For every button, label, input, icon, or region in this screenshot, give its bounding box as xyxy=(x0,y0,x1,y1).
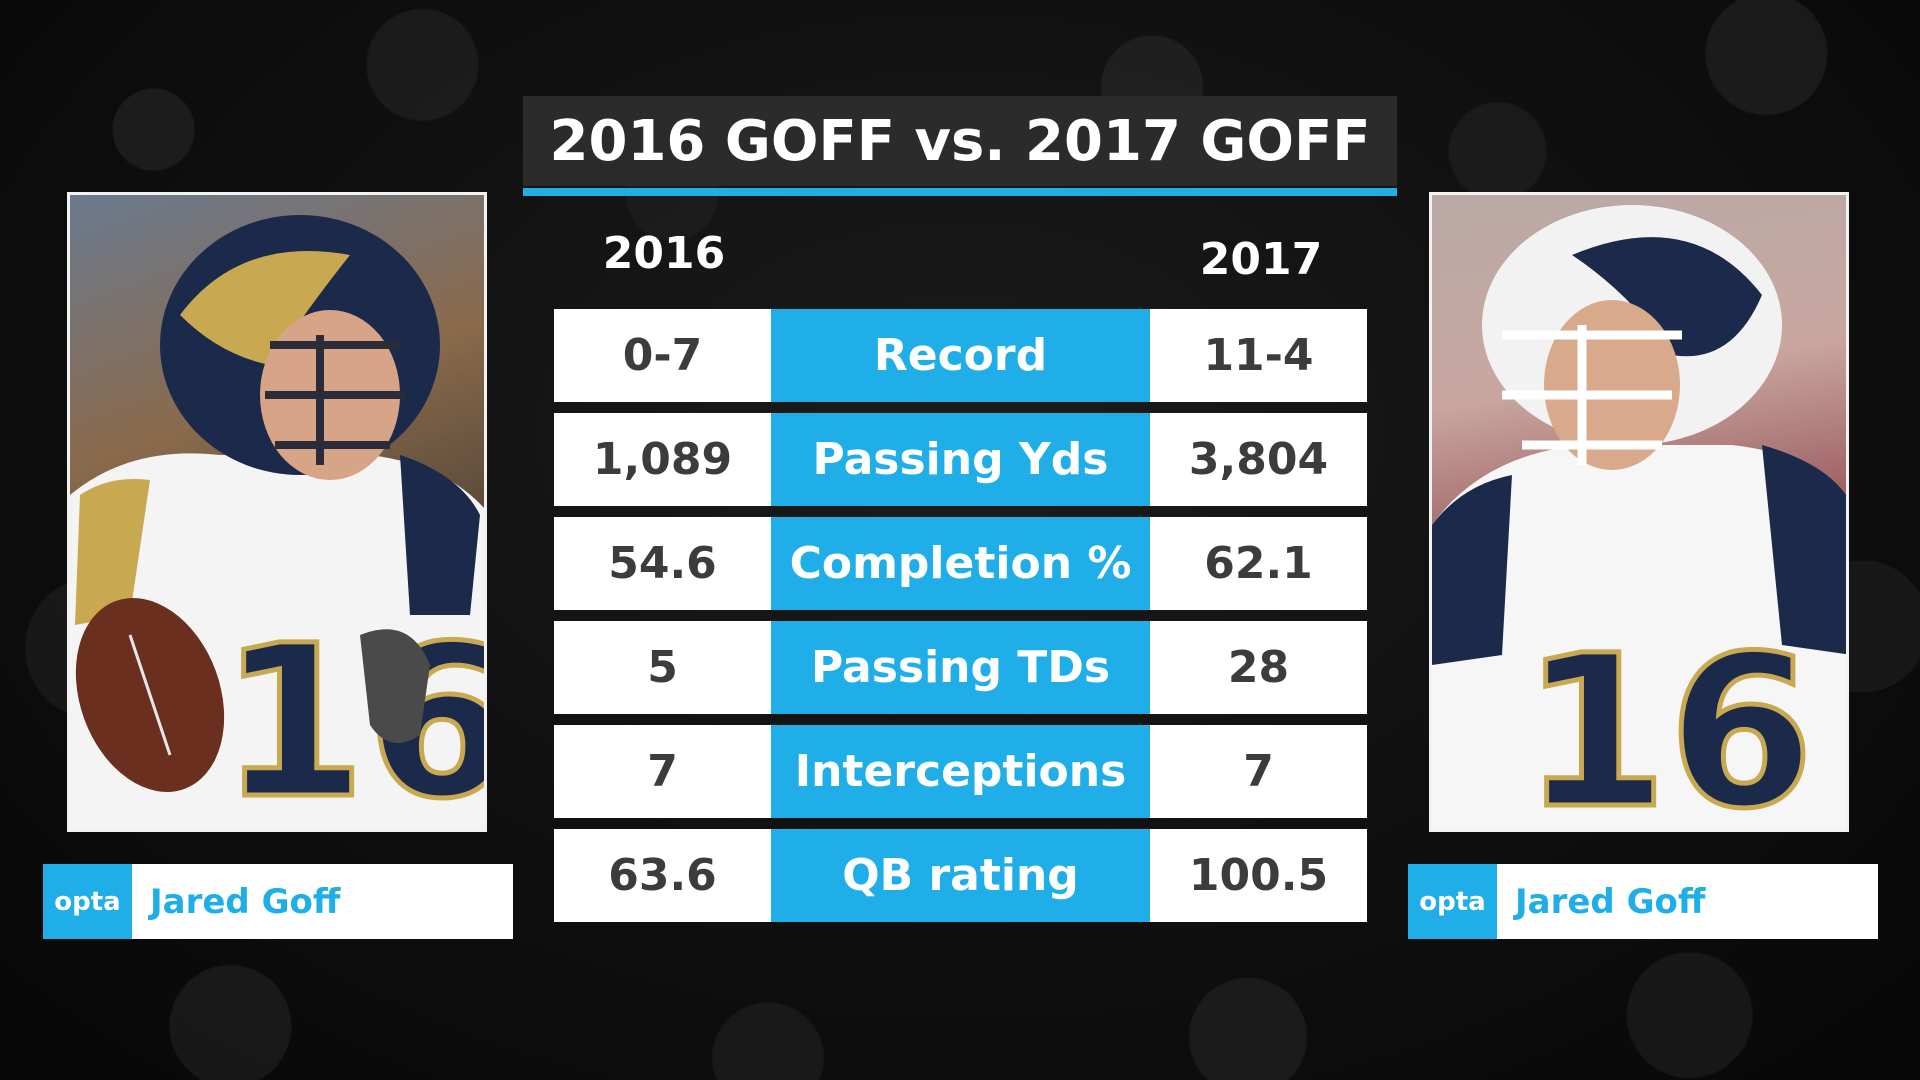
opta-logo: opta xyxy=(43,864,132,939)
stat-left-value: 5 xyxy=(554,621,771,714)
page-title: 2016 GOFF vs. 2017 GOFF xyxy=(549,108,1371,174)
stat-row-completion: 54.6 Completion % 62.1 xyxy=(554,517,1367,610)
player-illustration-left: 16 xyxy=(70,215,487,832)
stat-right-value: 3,804 xyxy=(1150,413,1367,506)
stat-left-value: 1,089 xyxy=(554,413,771,506)
stat-left-value: 7 xyxy=(554,725,771,818)
player-photo-2017: 16 xyxy=(1429,192,1849,832)
stat-row-record: 0-7 Record 11-4 xyxy=(554,309,1367,402)
opta-logo: opta xyxy=(1408,864,1497,939)
stat-row-passing-yds: 1,089 Passing Yds 3,804 xyxy=(554,413,1367,506)
stat-row-interceptions: 7 Interceptions 7 xyxy=(554,725,1367,818)
year-left-label: 2016 xyxy=(602,228,726,279)
stat-row-qb-rating: 63.6 QB rating 100.5 xyxy=(554,829,1367,922)
stat-label: Passing Yds xyxy=(771,413,1150,506)
player-photo-2016: 16 xyxy=(67,192,487,832)
player-name: Jared Goff xyxy=(1497,864,1878,939)
stat-right-value: 28 xyxy=(1150,621,1367,714)
stat-left-value: 63.6 xyxy=(554,829,771,922)
stat-label: Interceptions xyxy=(771,725,1150,818)
player-name-bar-left: opta Jared Goff xyxy=(43,864,513,939)
stat-right-value: 100.5 xyxy=(1150,829,1367,922)
title-banner: 2016 GOFF vs. 2017 GOFF xyxy=(523,96,1397,186)
stat-row-passing-tds: 5 Passing TDs 28 xyxy=(554,621,1367,714)
stat-label: Record xyxy=(771,309,1150,402)
stat-left-value: 54.6 xyxy=(554,517,771,610)
stat-left-value: 0-7 xyxy=(554,309,771,402)
stat-label: QB rating xyxy=(771,829,1150,922)
player-illustration-right: 16 xyxy=(1432,205,1846,832)
stat-label: Completion % xyxy=(771,517,1150,610)
jersey-number-left: 16 xyxy=(220,600,487,832)
year-right-label: 2017 xyxy=(1199,234,1323,285)
stat-right-value: 7 xyxy=(1150,725,1367,818)
title-underline xyxy=(523,188,1397,196)
stat-right-value: 11-4 xyxy=(1150,309,1367,402)
stat-label: Passing TDs xyxy=(771,621,1150,714)
jersey-number-right: 16 xyxy=(1522,610,1814,832)
player-name-bar-right: opta Jared Goff xyxy=(1408,864,1878,939)
player-name: Jared Goff xyxy=(132,864,513,939)
stat-right-value: 62.1 xyxy=(1150,517,1367,610)
